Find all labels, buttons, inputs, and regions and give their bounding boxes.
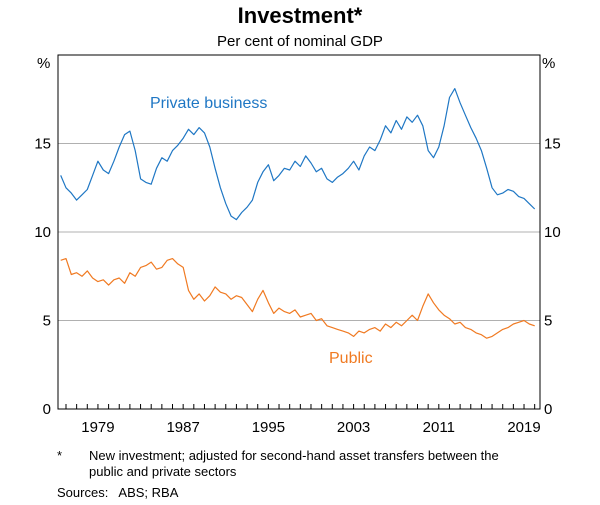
- y-tick-left-15: 15: [34, 136, 51, 153]
- y-tick-right-5: 5: [544, 313, 552, 330]
- series-label-public: Public: [329, 350, 373, 367]
- footnote-text: New investment; adjusted for second-hand…: [89, 448, 499, 479]
- y-tick-right-0: 0: [544, 401, 552, 418]
- plot-frame: [57, 54, 541, 410]
- y-tick-labels: 0 0 5 5 10 10 15 15: [34, 136, 560, 419]
- sources-note: Sources: ABS; RBA: [57, 485, 179, 500]
- y-tick-right-10: 10: [544, 224, 561, 241]
- y-tick-left-5: 5: [43, 313, 51, 330]
- y-tick-left-10: 10: [34, 224, 51, 241]
- series-line-private-business: [60, 88, 536, 221]
- chart-title: Investment*: [238, 3, 363, 28]
- y-unit-left: %: [37, 55, 50, 72]
- y-tick-left-0: 0: [43, 401, 51, 418]
- series-label-private: Private business: [150, 95, 267, 112]
- x-tick-1987: 1987: [166, 419, 199, 436]
- x-tick-1995: 1995: [252, 419, 285, 436]
- y-unit-right: %: [542, 55, 555, 72]
- x-tick-2019: 2019: [507, 419, 540, 436]
- y-tick-right-15: 15: [544, 136, 561, 153]
- gridlines: [58, 143, 540, 321]
- investment-chart: Investment* Per cent of nominal GDP % % …: [34, 3, 560, 436]
- x-tick-2011: 2011: [423, 419, 455, 436]
- footnote-marker: *: [57, 448, 63, 463]
- x-minor-ticks: [65, 404, 536, 409]
- series-line-public: [60, 258, 535, 339]
- chart-subtitle: Per cent of nominal GDP: [217, 33, 383, 50]
- x-tick-labels: 1979 1987 1995 2003 2011 2019: [81, 419, 540, 436]
- series-layer: [60, 88, 536, 339]
- x-tick-2003: 2003: [337, 419, 370, 436]
- x-tick-1979: 1979: [81, 419, 114, 436]
